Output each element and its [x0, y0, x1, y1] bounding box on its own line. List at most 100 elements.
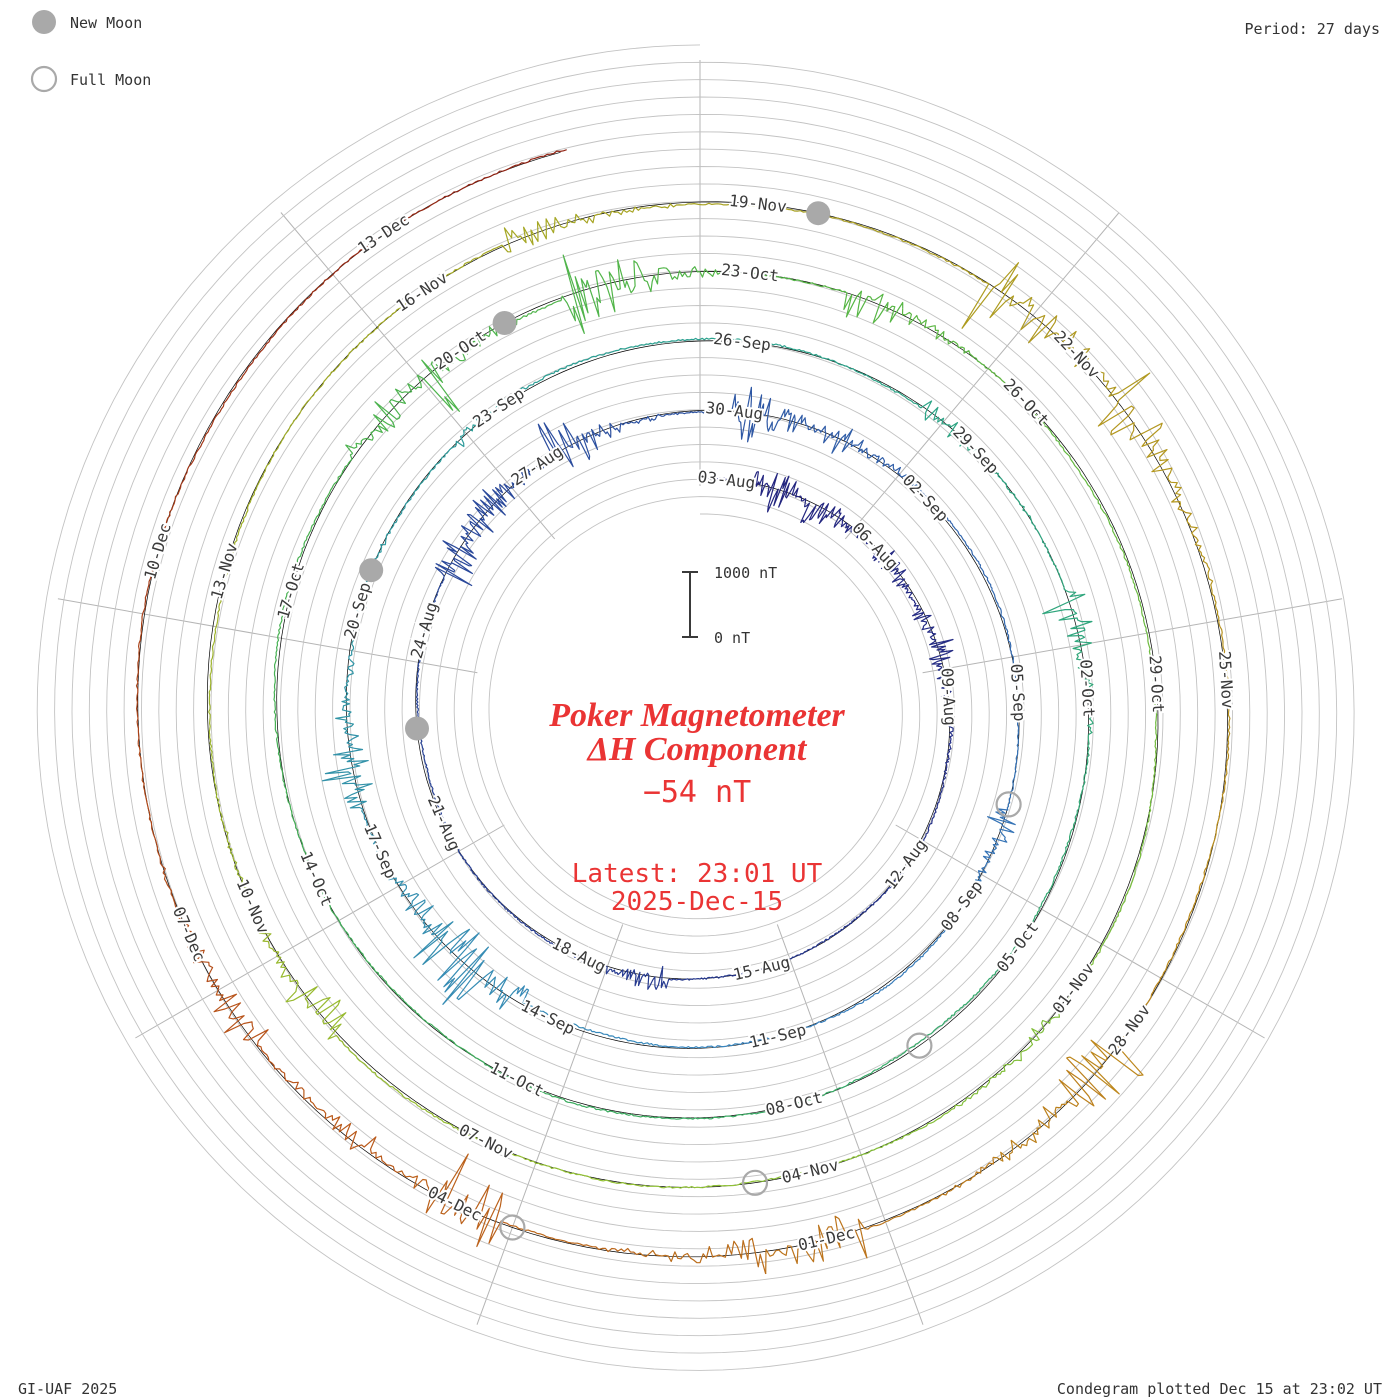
trace-day-segment	[699, 337, 787, 348]
trace-day-segment	[301, 1087, 398, 1173]
radial-gridline	[922, 598, 1343, 674]
date-label: 11-Oct	[487, 1058, 547, 1101]
trace-day-segment	[987, 368, 1061, 445]
trace-day-segment	[332, 198, 443, 275]
date-label: 19-Nov	[728, 191, 788, 216]
trace-day-segment	[142, 487, 182, 614]
trace-day-segment	[755, 471, 807, 513]
date-label: 04-Nov	[780, 1155, 841, 1187]
date-label: 15-Aug	[731, 952, 792, 984]
magnetometer-trace-spiral	[135, 149, 1231, 1275]
trace-day-segment	[229, 852, 280, 957]
trace-day-segment	[377, 259, 474, 329]
radial-gridline	[844, 212, 1120, 540]
legend-full-moon-label: Full Moon	[70, 71, 151, 89]
date-label: 05-Oct	[993, 918, 1043, 976]
date-label: 29-Oct	[1146, 655, 1168, 714]
trace-day-segment	[135, 613, 144, 745]
trace-day-segment	[473, 1055, 560, 1099]
trace-day-segment	[699, 202, 818, 216]
date-label: 02-Sep	[899, 470, 953, 525]
date-label: 20-Oct	[431, 326, 490, 374]
scale-bar: 1000 nT 0 nT	[682, 564, 777, 647]
trace-day-segment	[842, 888, 889, 930]
trace-day-segment	[441, 149, 567, 200]
date-label: 17-Oct	[273, 560, 308, 621]
trace-day-segment	[636, 1237, 767, 1275]
trace-day-segment	[368, 496, 412, 570]
full-moon-marker	[741, 1169, 769, 1196]
date-label: 23-Sep	[469, 384, 528, 432]
trace-day-segment	[738, 1024, 815, 1045]
trace-day-segment	[398, 995, 474, 1057]
new-moon-marker	[359, 558, 384, 583]
trace-day-segment	[754, 1154, 862, 1182]
trace-day-segment	[668, 974, 731, 981]
trace-day-segment	[179, 372, 246, 488]
trace-day-segment	[505, 254, 601, 334]
radial-gridline	[776, 924, 924, 1325]
trace-day-segment	[437, 928, 520, 1010]
date-label: 27-Aug	[508, 442, 567, 490]
trace-day-segment	[850, 529, 901, 570]
trace-day-segment	[930, 252, 1035, 330]
trace-day-segment	[244, 274, 334, 374]
trace-day-segment	[273, 637, 280, 737]
trace-day-segment	[1160, 863, 1208, 979]
trace-day-segment	[1206, 742, 1230, 865]
chart-title-line2: ΔH Component	[586, 731, 808, 768]
scale-top-label: 1000 nT	[714, 564, 777, 582]
trace-day-segment	[335, 650, 355, 734]
trace-day-segment	[817, 214, 931, 254]
trace-day-segment	[213, 990, 302, 1090]
date-label: 04-Dec	[425, 1182, 485, 1225]
trace-day-segment	[1072, 642, 1094, 736]
trace-day-segment	[789, 928, 844, 960]
trace-day-segment	[534, 350, 615, 383]
trace-day-segment	[535, 1162, 645, 1187]
trace-day-segment	[416, 324, 507, 412]
latest-time: Latest: 23:01 UT	[572, 859, 823, 889]
date-label: 13-Nov	[207, 541, 242, 602]
trace-day-segment	[882, 936, 940, 991]
trace-day-segment	[1038, 823, 1075, 909]
trace-day-segment	[951, 523, 992, 587]
trace-day-segment	[652, 1113, 747, 1120]
trace-day-segment	[345, 374, 422, 454]
trace-day-segment	[276, 736, 299, 833]
trace-day-segment	[208, 626, 217, 741]
trace-day-segment	[512, 1225, 637, 1256]
date-label: 20-Sep	[340, 580, 375, 641]
date-label: 29-Sep	[949, 423, 1003, 478]
trace-day-segment	[958, 1028, 1041, 1107]
trace-day-segment	[766, 408, 840, 444]
trace-day-segment	[1146, 633, 1158, 739]
date-label: 30-Aug	[705, 398, 765, 423]
trace-day-segment	[433, 1116, 537, 1164]
trace-day-segment	[1042, 559, 1093, 644]
trace-day-segment	[559, 1097, 653, 1119]
trace-day-segment	[660, 1043, 739, 1049]
trace-day-segment	[582, 203, 701, 224]
trace-day-segment	[899, 473, 953, 525]
trace-day-segment	[584, 1028, 661, 1047]
trace-day-segment	[990, 586, 1014, 658]
trace-day-segment	[557, 421, 632, 461]
full-moon-marker	[499, 1214, 526, 1241]
trace-day-segment	[399, 883, 471, 965]
full-moon-marker	[995, 791, 1022, 818]
trace-day-segment	[901, 308, 989, 370]
date-label: 10-Dec	[140, 521, 175, 582]
trace-day-segment	[362, 812, 404, 886]
trace-day-segment	[801, 280, 904, 324]
new-moon-marker	[405, 716, 429, 741]
trace-day-segment	[699, 386, 772, 443]
date-label: 14-Oct	[296, 848, 336, 909]
trace-day-segment	[275, 955, 347, 1047]
legend-new-moon-label: New Moon	[70, 14, 142, 32]
trace-day-segment	[938, 872, 982, 938]
date-label: 08-Oct	[764, 1088, 825, 1120]
trace-day-segment	[699, 471, 758, 484]
trace-day-segment	[548, 941, 608, 970]
